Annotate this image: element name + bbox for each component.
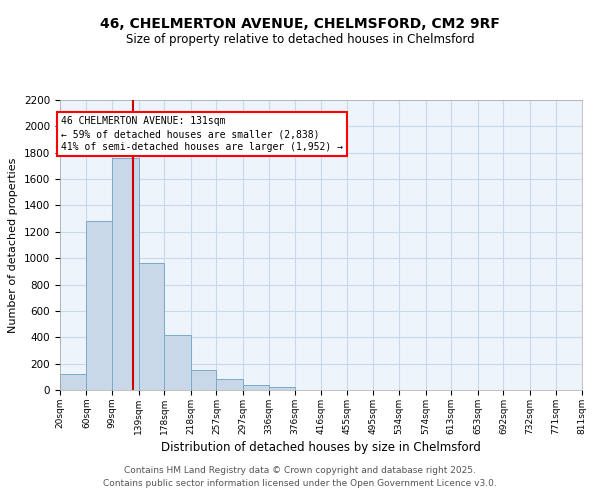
Bar	[139, 264, 164, 390]
Bar	[60, 374, 86, 390]
Text: 46, CHELMERTON AVENUE, CHELMSFORD, CM2 9RF: 46, CHELMERTON AVENUE, CHELMSFORD, CM2 9…	[100, 18, 500, 32]
Text: Contains HM Land Registry data © Crown copyright and database right 2025.
Contai: Contains HM Land Registry data © Crown c…	[103, 466, 497, 487]
Bar	[217, 380, 243, 390]
X-axis label: Distribution of detached houses by size in Chelmsford: Distribution of detached houses by size …	[161, 441, 481, 454]
Bar	[86, 222, 112, 390]
Y-axis label: Number of detached properties: Number of detached properties	[8, 158, 19, 332]
Bar	[164, 334, 191, 390]
Bar	[269, 388, 295, 390]
Bar	[112, 158, 139, 390]
Text: Size of property relative to detached houses in Chelmsford: Size of property relative to detached ho…	[125, 32, 475, 46]
Bar	[243, 384, 269, 390]
Bar	[191, 370, 217, 390]
Text: 46 CHELMERTON AVENUE: 131sqm
← 59% of detached houses are smaller (2,838)
41% of: 46 CHELMERTON AVENUE: 131sqm ← 59% of de…	[61, 116, 343, 152]
